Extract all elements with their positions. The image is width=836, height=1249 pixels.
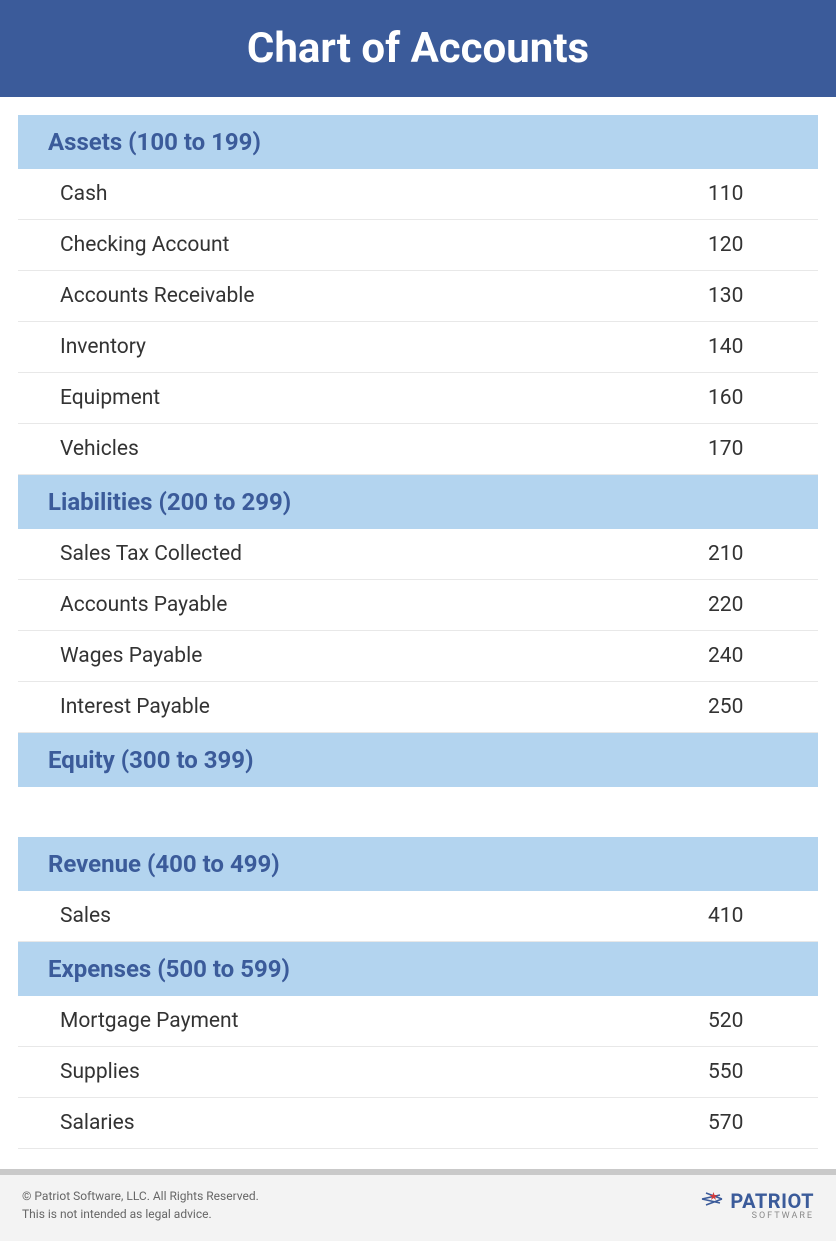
account-name: Interest Payable bbox=[60, 695, 708, 719]
table-row: Equipment160 bbox=[18, 373, 818, 424]
account-code: 240 bbox=[708, 644, 788, 668]
disclaimer-text: This is not intended as legal advice. bbox=[22, 1205, 259, 1223]
table-row: Wages Payable240 bbox=[18, 631, 818, 682]
account-code: 550 bbox=[708, 1060, 788, 1084]
table-row: Cash110 bbox=[18, 169, 818, 220]
table-row: Accounts Receivable130 bbox=[18, 271, 818, 322]
section-header: Expenses (500 to 599) bbox=[18, 942, 818, 996]
table-row: Mortgage Payment520 bbox=[18, 996, 818, 1047]
table-row: Vehicles170 bbox=[18, 424, 818, 475]
table-row: Salaries570 bbox=[18, 1098, 818, 1149]
account-name: Accounts Receivable bbox=[60, 284, 708, 308]
account-name: Sales bbox=[60, 904, 708, 928]
table-row: Sales Tax Collected210 bbox=[18, 529, 818, 580]
account-code: 110 bbox=[708, 182, 788, 206]
account-name: Sales Tax Collected bbox=[60, 542, 708, 566]
account-name: Checking Account bbox=[60, 233, 708, 257]
table-row: Checking Account120 bbox=[18, 220, 818, 271]
account-code: 410 bbox=[708, 904, 788, 928]
account-code: 220 bbox=[708, 593, 788, 617]
logo-text: PATRIOT bbox=[730, 1189, 814, 1213]
table-row: Inventory140 bbox=[18, 322, 818, 373]
section-header: Assets (100 to 199) bbox=[18, 115, 818, 169]
table-row: Accounts Payable220 bbox=[18, 580, 818, 631]
account-name: Salaries bbox=[60, 1111, 708, 1135]
account-name: Vehicles bbox=[60, 437, 708, 461]
account-name: Wages Payable bbox=[60, 644, 708, 668]
account-code: 520 bbox=[708, 1009, 788, 1033]
section-header: Revenue (400 to 499) bbox=[18, 837, 818, 891]
account-code: 130 bbox=[708, 284, 788, 308]
table-row: Interest Payable250 bbox=[18, 682, 818, 733]
section-spacer bbox=[18, 787, 818, 837]
footer-text: © Patriot Software, LLC. All Rights Rese… bbox=[22, 1187, 259, 1223]
page-title: Chart of Accounts bbox=[0, 0, 836, 97]
account-name: Cash bbox=[60, 182, 708, 206]
account-code: 570 bbox=[708, 1111, 788, 1135]
logo: PATRIOT SOFTWARE bbox=[700, 1189, 814, 1221]
logo-star-icon bbox=[700, 1189, 726, 1213]
account-code: 210 bbox=[708, 542, 788, 566]
account-code: 250 bbox=[708, 695, 788, 719]
footer: © Patriot Software, LLC. All Rights Rese… bbox=[0, 1169, 836, 1241]
account-code: 120 bbox=[708, 233, 788, 257]
account-name: Equipment bbox=[60, 386, 708, 410]
chart-container: Chart of Accounts Assets (100 to 199)Cas… bbox=[0, 0, 836, 1241]
copyright-text: © Patriot Software, LLC. All Rights Rese… bbox=[22, 1187, 259, 1205]
accounts-table: Assets (100 to 199)Cash110Checking Accou… bbox=[0, 115, 836, 1149]
account-name: Supplies bbox=[60, 1060, 708, 1084]
account-code: 170 bbox=[708, 437, 788, 461]
account-name: Mortgage Payment bbox=[60, 1009, 708, 1033]
account-name: Inventory bbox=[60, 335, 708, 359]
account-name: Accounts Payable bbox=[60, 593, 708, 617]
account-code: 140 bbox=[708, 335, 788, 359]
table-row: Sales410 bbox=[18, 891, 818, 942]
account-code: 160 bbox=[708, 386, 788, 410]
table-row: Supplies550 bbox=[18, 1047, 818, 1098]
section-header: Equity (300 to 399) bbox=[18, 733, 818, 787]
section-header: Liabilities (200 to 299) bbox=[18, 475, 818, 529]
